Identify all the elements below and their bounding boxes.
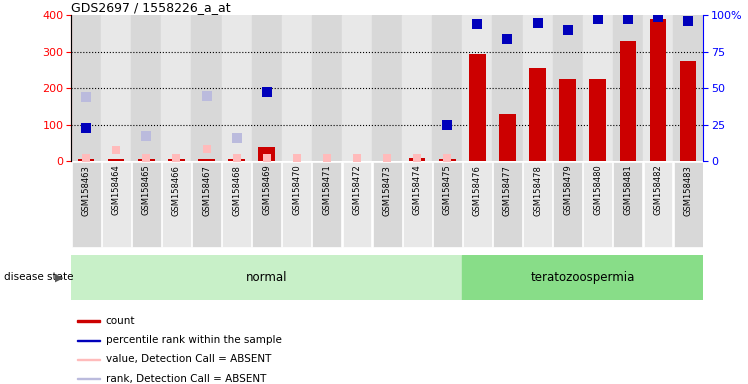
Bar (168, 159, 185, 161)
Text: GSM158474: GSM158474 (413, 165, 422, 215)
Bar (462, 15, 492, 161)
Text: GSM158468: GSM158468 (232, 165, 241, 215)
Text: GSM158472: GSM158472 (352, 165, 361, 215)
Text: count: count (106, 316, 135, 326)
Text: normal: normal (246, 271, 287, 284)
FancyBboxPatch shape (463, 162, 492, 247)
Text: GSM158479: GSM158479 (563, 165, 572, 215)
Bar (523, 15, 553, 161)
FancyBboxPatch shape (402, 162, 432, 247)
Text: GSM158465: GSM158465 (142, 165, 151, 215)
Text: GSM158463: GSM158463 (82, 165, 91, 215)
Bar (108, 159, 124, 161)
FancyBboxPatch shape (162, 162, 191, 247)
FancyBboxPatch shape (343, 162, 372, 247)
Text: rank, Detection Call = ABSENT: rank, Detection Call = ABSENT (106, 374, 266, 384)
FancyBboxPatch shape (373, 162, 402, 247)
Text: GSM158476: GSM158476 (473, 165, 482, 215)
Bar (469, 54, 485, 161)
Text: GSM158475: GSM158475 (443, 165, 452, 215)
Text: GSM158470: GSM158470 (292, 165, 301, 215)
Text: GSM158469: GSM158469 (263, 165, 272, 215)
Bar (650, 19, 666, 161)
FancyBboxPatch shape (102, 162, 131, 247)
FancyBboxPatch shape (643, 162, 672, 247)
Bar (138, 159, 155, 161)
Text: percentile rank within the sample: percentile rank within the sample (106, 335, 282, 345)
FancyBboxPatch shape (554, 162, 582, 247)
FancyBboxPatch shape (252, 162, 281, 247)
Bar (77, 320, 99, 322)
FancyBboxPatch shape (313, 162, 341, 247)
Bar (282, 15, 312, 161)
Text: GSM158464: GSM158464 (111, 165, 120, 215)
Bar (101, 15, 131, 161)
Bar (499, 114, 516, 161)
FancyBboxPatch shape (433, 162, 462, 247)
Bar (131, 15, 162, 161)
Text: GSM158471: GSM158471 (322, 165, 331, 215)
Bar (77, 378, 99, 379)
Text: GSM158477: GSM158477 (503, 165, 512, 215)
Bar (78, 159, 94, 161)
FancyBboxPatch shape (222, 162, 251, 247)
Text: GSM158467: GSM158467 (202, 165, 211, 215)
Text: GSM158481: GSM158481 (623, 165, 632, 215)
Bar (432, 15, 462, 161)
Bar (583, 15, 613, 161)
FancyBboxPatch shape (72, 162, 100, 247)
Bar (77, 339, 99, 341)
Bar (680, 61, 696, 161)
FancyBboxPatch shape (132, 162, 161, 247)
Text: GSM158480: GSM158480 (593, 165, 602, 215)
FancyBboxPatch shape (583, 162, 612, 247)
FancyBboxPatch shape (493, 162, 522, 247)
FancyBboxPatch shape (674, 162, 702, 247)
FancyBboxPatch shape (523, 162, 552, 247)
Text: GDS2697 / 1558226_a_at: GDS2697 / 1558226_a_at (71, 1, 230, 14)
Bar (162, 15, 191, 161)
Bar (221, 15, 251, 161)
Bar (409, 158, 426, 161)
Bar (439, 159, 456, 161)
Text: GSM158473: GSM158473 (382, 165, 392, 215)
Bar (77, 359, 99, 360)
Text: teratozoospermia: teratozoospermia (530, 271, 635, 284)
Bar (462, 255, 703, 300)
FancyBboxPatch shape (192, 162, 221, 247)
FancyBboxPatch shape (613, 162, 643, 247)
Bar (560, 79, 576, 161)
Text: ▶: ▶ (55, 272, 64, 283)
Bar (251, 15, 282, 161)
Bar (553, 15, 583, 161)
FancyBboxPatch shape (282, 162, 311, 247)
Bar (312, 15, 342, 161)
Bar (258, 147, 275, 161)
Text: value, Detection Call = ABSENT: value, Detection Call = ABSENT (106, 354, 272, 364)
Bar (492, 15, 523, 161)
Bar (71, 15, 101, 161)
Bar (372, 15, 402, 161)
Text: GSM158478: GSM158478 (533, 165, 542, 215)
Bar (673, 15, 703, 161)
Bar (342, 15, 372, 161)
Bar (643, 15, 673, 161)
Text: disease state: disease state (4, 272, 73, 283)
Bar (613, 15, 643, 161)
Bar (530, 68, 546, 161)
Bar (402, 15, 432, 161)
Bar (71, 255, 462, 300)
Bar (191, 15, 221, 161)
Bar (198, 159, 215, 161)
Bar (228, 159, 245, 161)
Text: GSM158482: GSM158482 (654, 165, 663, 215)
Text: GSM158483: GSM158483 (684, 165, 693, 215)
Bar (619, 41, 636, 161)
Text: GSM158466: GSM158466 (172, 165, 181, 215)
Bar (589, 79, 606, 161)
